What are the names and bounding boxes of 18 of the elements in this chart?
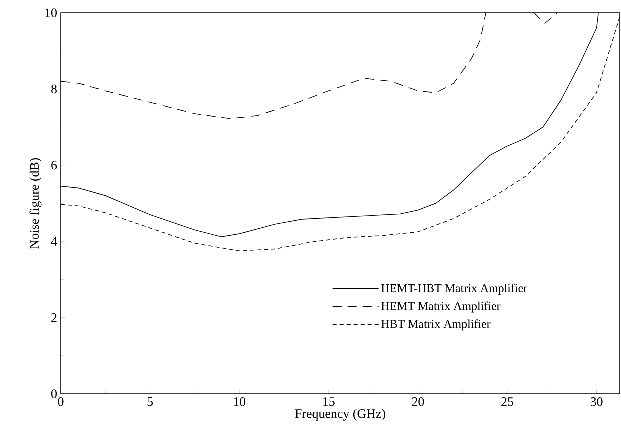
y-axis-title: Noise figure (dB) — [30, 158, 42, 249]
x-tick-label: 25 — [502, 398, 514, 406]
x-tick-label: 5 — [148, 398, 154, 406]
x-tick-label: 0 — [58, 398, 64, 406]
legend-label: HEMT-HBT Matrix Amplifier — [382, 284, 528, 295]
x-tick-label: 30 — [590, 398, 603, 406]
legend-label: HBT Matrix Amplifier — [382, 320, 491, 331]
y-tick-label: 10 — [46, 8, 57, 18]
y-tick-label: 2 — [52, 314, 57, 322]
legend-label: HEMT Matrix Amplifier — [382, 302, 501, 313]
x-axis-title: Frequency (GHz) — [295, 409, 386, 421]
y-tick-label: 8 — [52, 84, 57, 94]
x-tick-label: 20 — [412, 398, 424, 406]
y-tick-label: 4 — [51, 237, 58, 246]
x-tick-label: 10 — [234, 398, 246, 406]
y-tick-label: 6 — [52, 161, 58, 170]
x-tick-label: 15 — [324, 398, 335, 406]
y-tick-label: 0 — [52, 390, 57, 398]
